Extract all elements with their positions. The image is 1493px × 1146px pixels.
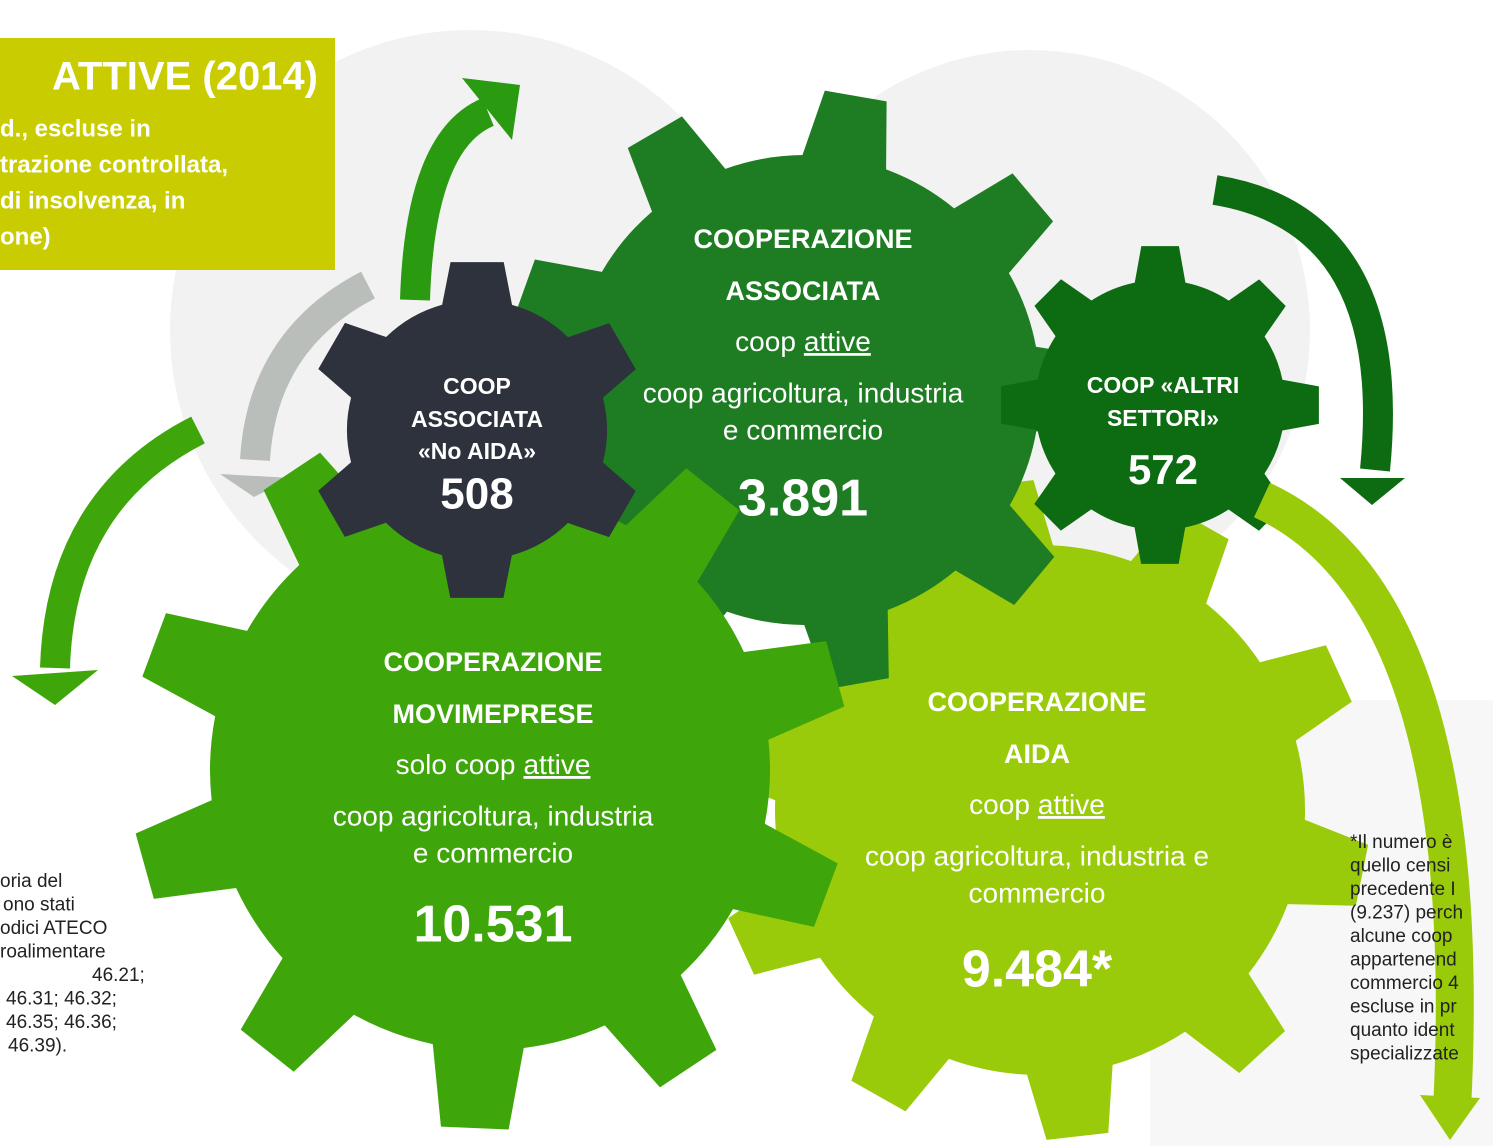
note-right: commercio 4 <box>1350 973 1459 994</box>
scope-text: solo coop <box>396 749 516 780</box>
scope-underlined: attive <box>804 326 871 357</box>
title: ATTIVE (2014) <box>52 55 318 99</box>
gear-desc: coop agricoltura, industria <box>643 377 964 408</box>
gear-title: AIDA <box>1004 739 1070 769</box>
gear-title: COOP «ALTRI <box>1087 372 1240 398</box>
gear-value: 508 <box>440 470 513 519</box>
gear-desc: e commercio <box>413 837 573 868</box>
gear-desc: commercio <box>969 877 1106 908</box>
note-right: alcune coop <box>1350 926 1452 947</box>
note-left: roalimentare <box>0 942 106 963</box>
note-left: 46.35; 46.36; <box>6 1012 117 1033</box>
note-right: precedente I <box>1350 879 1456 900</box>
gear-value: 3.891 <box>738 470 868 528</box>
gear-value: 9.484* <box>962 941 1113 999</box>
arrowhead <box>1340 478 1405 505</box>
subtitle: di insolvenza, in <box>0 187 185 214</box>
gear-title: COOPERAZIONE <box>927 687 1146 717</box>
gear-desc: e commercio <box>723 414 883 445</box>
note-right: escluse in pr <box>1350 997 1457 1018</box>
scope-text: coop <box>969 789 1030 820</box>
gear-scope: coop attive <box>969 789 1105 820</box>
gear-title: ASSOCIATA <box>411 406 543 432</box>
gear-title: MOVIMEPRESE <box>392 699 593 729</box>
note-left: ono stati <box>3 895 75 916</box>
gear-desc: coop agricoltura, industria <box>333 800 654 831</box>
gear-title: «No AIDA» <box>418 438 536 464</box>
gear-title: COOP <box>443 373 511 399</box>
gear-value: 10.531 <box>413 896 572 954</box>
gear-title: COOPERAZIONE <box>383 647 602 677</box>
gear-title: COOPERAZIONE <box>693 224 912 254</box>
note-right: appartenend <box>1350 950 1457 971</box>
gear-title: SETTORI» <box>1107 405 1219 431</box>
note-right: *Il numero è <box>1350 832 1452 853</box>
note-right: (9.237) perch <box>1350 903 1463 924</box>
arrowhead <box>12 670 98 705</box>
subtitle: one) <box>0 223 51 250</box>
note-right: quello censi <box>1350 856 1450 877</box>
note-left: 46.31; 46.32; <box>6 989 117 1010</box>
note-right: quanto ident <box>1350 1020 1455 1041</box>
gear-title: ASSOCIATA <box>726 276 881 306</box>
infographic: COOPERAZIONE AIDA coop attive coop agricoltu… <box>0 0 1493 1146</box>
note-left: 46.39). <box>8 1036 67 1057</box>
subtitle: trazione controllata, <box>0 151 228 178</box>
scope-text: coop <box>735 326 796 357</box>
gear-desc: coop agricoltura, industria e <box>865 840 1209 871</box>
scope-underlined: attive <box>523 749 590 780</box>
note-right: specializzate <box>1350 1044 1459 1065</box>
note-left: 46.21; <box>92 965 145 986</box>
note-left: oria del <box>0 871 62 892</box>
gear-value: 572 <box>1128 446 1198 493</box>
scope-underlined: attive <box>1038 789 1105 820</box>
gear-scope: coop attive <box>735 326 871 357</box>
note-left: odici ATECO <box>0 918 107 939</box>
subtitle: d., escluse in <box>0 115 151 142</box>
